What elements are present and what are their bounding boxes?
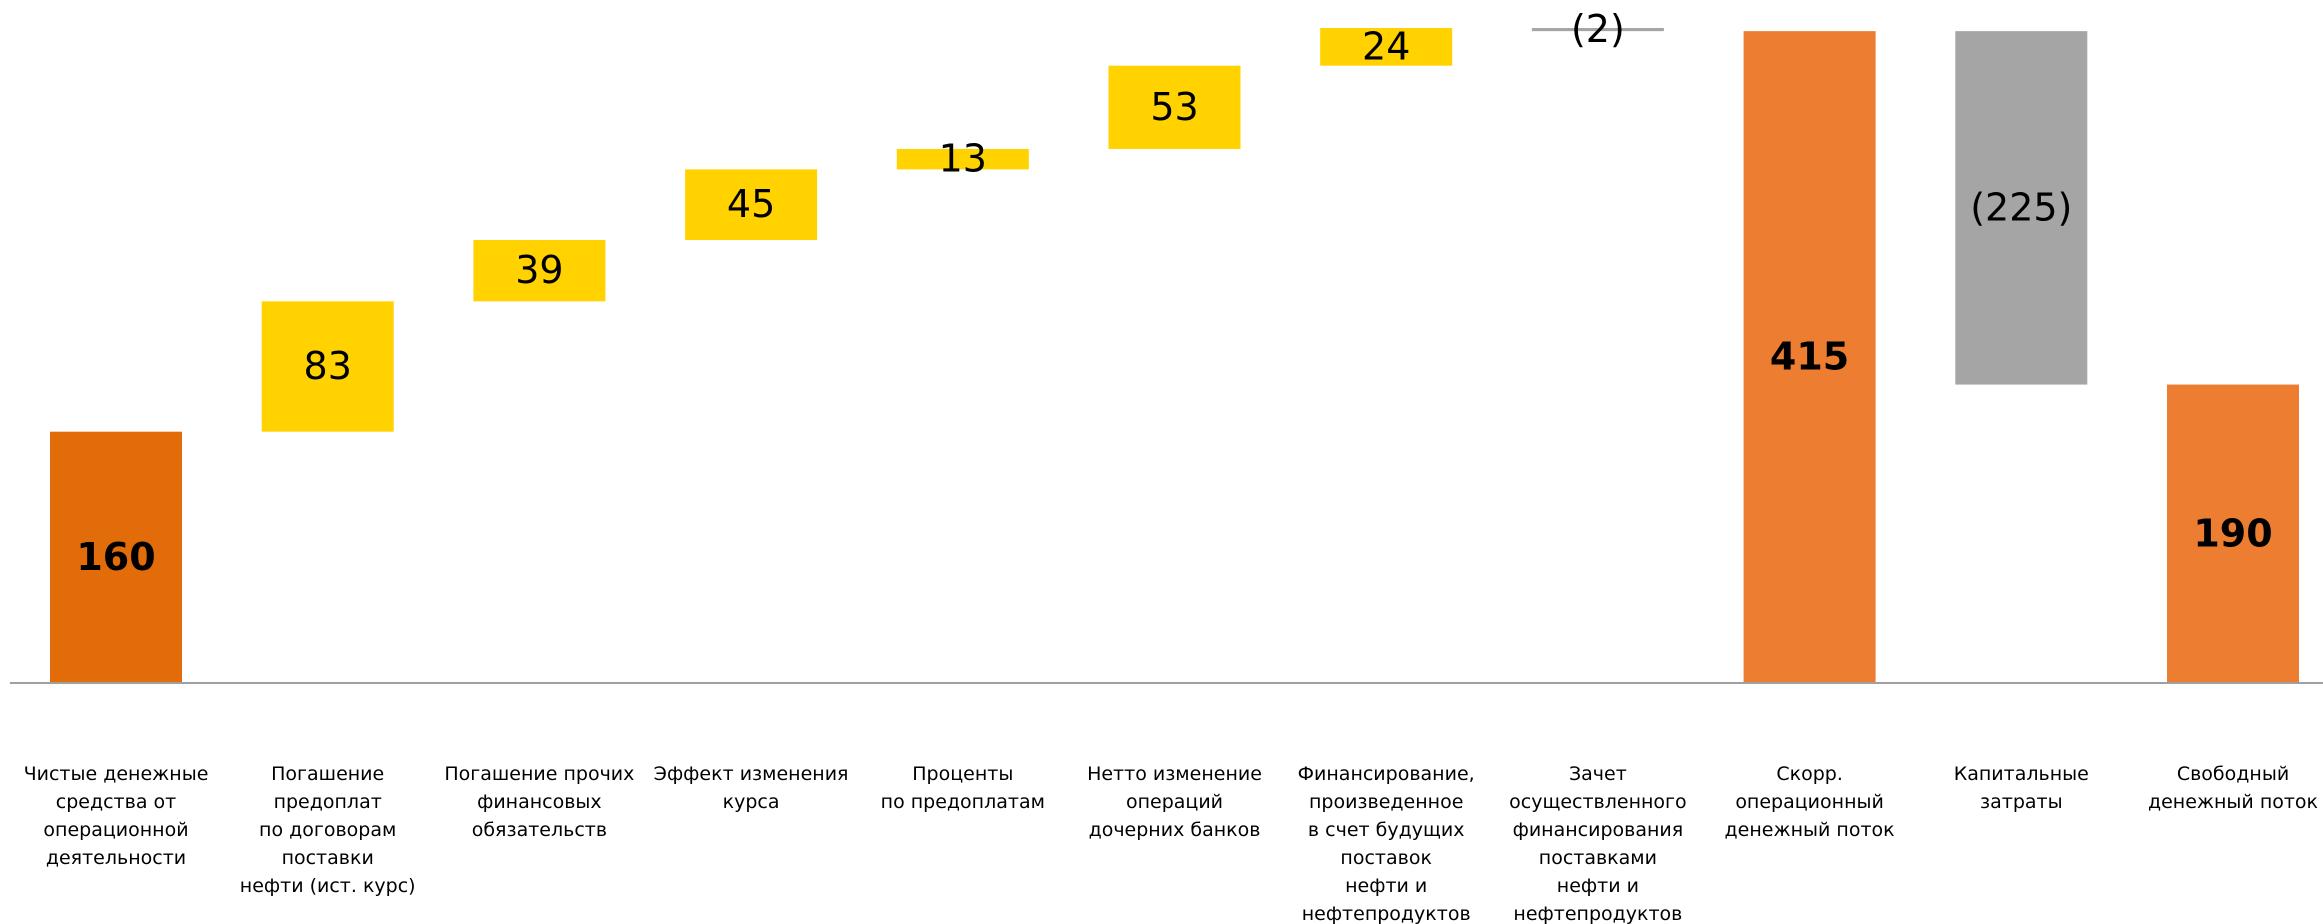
bar [1743, 31, 1876, 684]
data-label: 13 [939, 137, 987, 181]
bar [50, 431, 182, 683]
x-tick-label: Эффект изменения курса [653, 763, 849, 813]
x-tick-label: Погашение прочих финансовых обязательств [444, 763, 635, 841]
bar [473, 240, 606, 302]
data-label: 83 [304, 344, 352, 388]
data-label: 39 [515, 248, 563, 292]
x-tick-label: Скорр. операционный денежный поток [1724, 763, 1895, 841]
data-label: 53 [1150, 85, 1198, 129]
data-label: (225) [1970, 185, 2072, 229]
data-label: 160 [76, 535, 155, 579]
data-label: 24 [1362, 24, 1410, 68]
bar [1531, 28, 1664, 32]
x-tick-label: Чистые денежные средства от операционной… [23, 763, 209, 869]
x-tick-label: Зачет осуществленного финансирования пос… [1509, 763, 1687, 924]
data-label: (2) [1571, 7, 1625, 51]
x-tick-label: Погашение предоплат по договорам поставк… [239, 763, 416, 897]
x-tick-label: Проценты по предоплатам [880, 763, 1045, 813]
bar [2167, 384, 2299, 683]
bar [896, 148, 1029, 170]
data-label: 415 [1770, 335, 1849, 379]
bar [261, 301, 394, 432]
bar [1320, 28, 1453, 66]
bar [685, 169, 818, 241]
x-tick-label: Финансирование, произведенное в счет буд… [1297, 763, 1475, 924]
x-tick-label: Свободный денежный поток [2147, 763, 2319, 813]
x-tick-label: Капитальные затраты [1953, 763, 2089, 813]
data-label: 190 [2193, 511, 2272, 555]
bar [1955, 31, 2088, 385]
x-tick-label: Нетто изменение операций дочерних банков [1087, 763, 1262, 841]
data-label: 45 [727, 182, 775, 226]
bar [1108, 65, 1241, 149]
